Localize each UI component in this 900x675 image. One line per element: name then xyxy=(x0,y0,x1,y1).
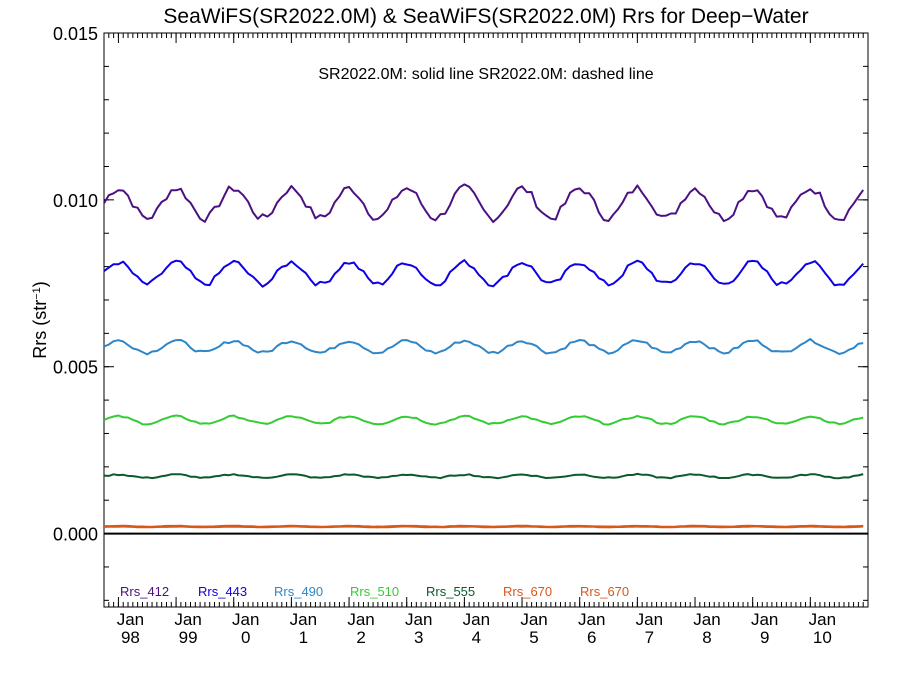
x-tick-label-year: 5 xyxy=(529,628,538,647)
legend: Rrs_412 Rrs_443 Rrs_490 Rrs_510 Rrs_555 Rrs_6… xyxy=(120,584,629,599)
series-line-rrs-412-0 xyxy=(103,183,865,223)
chart-title: SeaWiFS(SR2022.0M) & SeaWiFS(SR2022.0M) … xyxy=(163,5,808,28)
x-tick-label-year: 9 xyxy=(760,628,769,647)
x-tick-label-month: Jan xyxy=(693,610,720,629)
series-line-rrs-510-3 xyxy=(103,414,864,426)
y-axis: 0.000 0.005 0.010 0.015 xyxy=(53,24,868,601)
legend-entry: Rrs_443 xyxy=(198,584,247,599)
legend-entry: Rrs_510 xyxy=(350,584,399,599)
legend-entry: Rrs_670 xyxy=(503,584,552,599)
x-tick-label-month: Jan xyxy=(174,610,201,629)
y-tick-label: 0.005 xyxy=(53,358,98,378)
y-tick-label: 0.000 xyxy=(53,525,98,545)
x-tick-label-year: 4 xyxy=(472,628,481,647)
y-axis-label: Rrs (str−1) xyxy=(30,281,50,359)
series-lines xyxy=(103,183,865,529)
x-tick-label-month: Jan xyxy=(751,610,778,629)
x-tick-label-year: 99 xyxy=(179,628,198,647)
series-line-rrs-670-6 xyxy=(103,525,864,529)
legend-entry: Rrs_670 xyxy=(580,584,629,599)
x-tick-label-month: Jan xyxy=(405,610,432,629)
x-tick-label-year: 0 xyxy=(241,628,250,647)
x-tick-label-year: 2 xyxy=(356,628,365,647)
legend-entry: Rrs_490 xyxy=(274,584,323,599)
series-line-rrs-555-4 xyxy=(103,472,864,480)
x-tick-label-year: 3 xyxy=(414,628,423,647)
x-tick-label-month: Jan xyxy=(290,610,317,629)
x-tick-label-year: 7 xyxy=(645,628,654,647)
x-tick-label-month: Jan xyxy=(347,610,374,629)
x-tick-label-month: Jan xyxy=(463,610,490,629)
x-tick-label-year: 1 xyxy=(299,628,308,647)
y-tick-label: 0.015 xyxy=(53,24,98,44)
x-tick-label-year: 8 xyxy=(702,628,711,647)
plot-frame xyxy=(103,32,869,608)
legend-entry: Rrs_555 xyxy=(426,584,475,599)
x-tick-label-month: Jan xyxy=(520,610,547,629)
x-tick-label-year: 10 xyxy=(813,628,832,647)
y-tick-label: 0.010 xyxy=(53,191,98,211)
x-tick-label-year: 98 xyxy=(121,628,140,647)
x-tick-label-month: Jan xyxy=(117,610,144,629)
x-tick-label-month: Jan xyxy=(232,610,259,629)
line-style-note: SR2022.0M: solid line SR2022.0M: dashed … xyxy=(318,66,653,83)
x-axis: Jan98Jan99Jan0Jan1Jan2Jan3Jan4Jan5Jan6Ja… xyxy=(103,33,869,647)
legend-entry: Rrs_412 xyxy=(120,584,169,599)
x-tick-label-month: Jan xyxy=(578,610,605,629)
series-line-rrs-490-2 xyxy=(103,338,864,356)
x-tick-label-year: 6 xyxy=(587,628,596,647)
series-line-rrs-443-1 xyxy=(103,259,864,288)
x-tick-label-month: Jan xyxy=(636,610,663,629)
x-tick-label-month: Jan xyxy=(809,610,836,629)
